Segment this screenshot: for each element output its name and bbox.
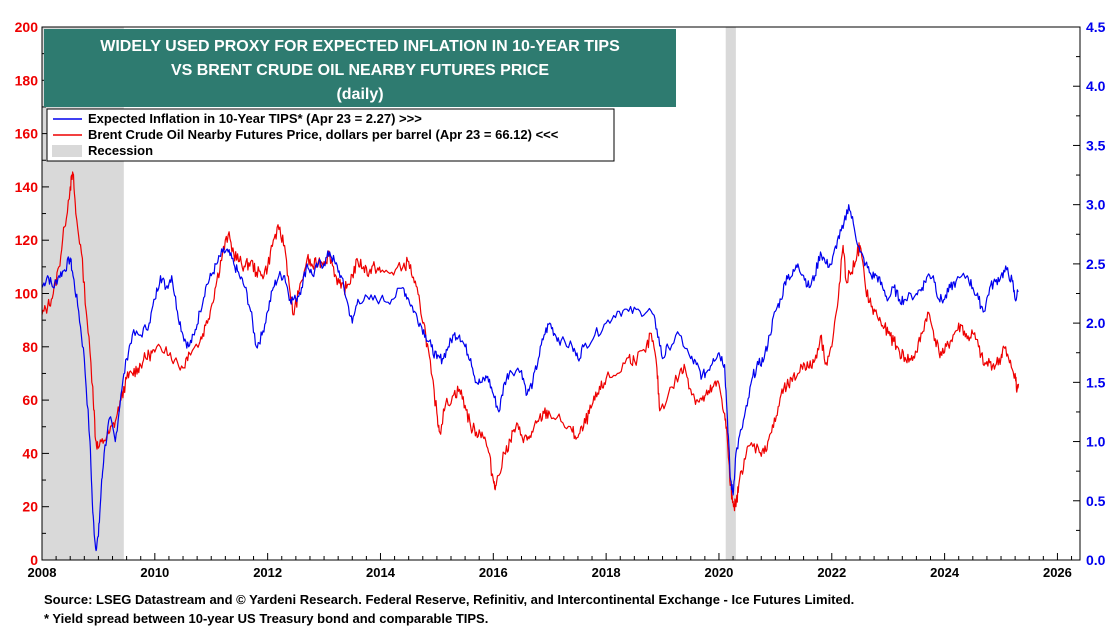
y-left-tick-label: 0 — [30, 552, 38, 568]
footer-source: Source: LSEG Datastream and © Yardeni Re… — [44, 592, 855, 607]
x-tick-label: 2016 — [479, 565, 508, 580]
y-left-tick-label: 60 — [22, 392, 38, 408]
y-left-tick-label: 80 — [22, 339, 38, 355]
y-right-tick-label: 3.5 — [1086, 137, 1106, 153]
y-right-tick-label: 1.5 — [1086, 374, 1106, 390]
chart-title-line-1: VS BRENT CRUDE OIL NEARBY FUTURES PRICE — [171, 62, 549, 79]
x-tick-label: 2020 — [704, 565, 733, 580]
legend-box — [46, 108, 615, 162]
y-left-tick-labels: 0 20 40 60 80 100 120 140 160 180 200 — [15, 19, 39, 568]
footer-note: * Yield spread between 10-year US Treasu… — [44, 611, 489, 626]
chart-title-line-2: (daily) — [336, 86, 383, 103]
x-tick-label: 2012 — [253, 565, 282, 580]
legend-swatch-recession — [52, 145, 82, 157]
series-brent-oil-line — [41, 171, 1020, 512]
y-right-tick-label: 4.5 — [1086, 19, 1106, 35]
plot-border — [41, 26, 1081, 561]
legend-label: Brent Crude Oil Nearby Futures Price, do… — [88, 127, 559, 142]
y-left-tick-label: 40 — [22, 445, 38, 461]
recession-band-1 — [725, 27, 736, 560]
y-right-tick-label: 0.5 — [1086, 493, 1106, 509]
x-tick-label: 2008 — [28, 565, 57, 580]
x-tick-label: 2014 — [366, 565, 396, 580]
x-tick-label: 2010 — [140, 565, 169, 580]
y-right-tick-labels: 0.0 0.5 1.0 1.5 2.0 2.5 3.0 3.5 4.0 4.5 — [1086, 19, 1106, 568]
y-left-tick-label: 140 — [15, 179, 39, 195]
legend-label: Recession — [88, 143, 153, 158]
legend-label: Expected Inflation in 10-Year TIPS* (Apr… — [88, 111, 422, 126]
y-left-tick-label: 20 — [22, 499, 38, 515]
x-tick-label: 2024 — [930, 565, 960, 580]
y-right-tick-label: 1.0 — [1086, 434, 1106, 450]
title-background — [44, 29, 676, 107]
chart-title-line-0: WIDELY USED PROXY FOR EXPECTED INFLATION… — [100, 38, 620, 55]
legend: Expected Inflation in 10-Year TIPS* (Apr… — [46, 108, 615, 162]
y-right-tick-label: 0.0 — [1086, 552, 1106, 568]
y-left-tick-label: 180 — [15, 72, 39, 88]
y-right-tick-label: 4.0 — [1086, 78, 1106, 94]
y-right-tick-label: 3.0 — [1086, 197, 1106, 213]
x-tick-label: 2018 — [592, 565, 621, 580]
tick-layer — [41, 26, 1080, 561]
y-left-tick-label: 200 — [15, 19, 39, 35]
y-left-tick-label: 120 — [15, 232, 39, 248]
y-right-tick-label: 2.5 — [1086, 256, 1106, 272]
chart-title-box: WIDELY USED PROXY FOR EXPECTED INFLATION… — [44, 29, 676, 107]
y-left-tick-label: 160 — [15, 126, 39, 142]
x-tick-labels: 2008 2010 2012 2014 2016 2018 2020 2022 2024 2026 — [28, 565, 1072, 580]
y-left-tick-label: 100 — [15, 286, 39, 302]
y-right-tick-label: 2.0 — [1086, 315, 1106, 331]
x-tick-label: 2022 — [817, 565, 846, 580]
series-expected-inflation-line — [41, 204, 1019, 552]
x-tick-label: 2026 — [1043, 565, 1072, 580]
plot-frame — [41, 26, 1081, 561]
series-layer — [41, 171, 1020, 552]
